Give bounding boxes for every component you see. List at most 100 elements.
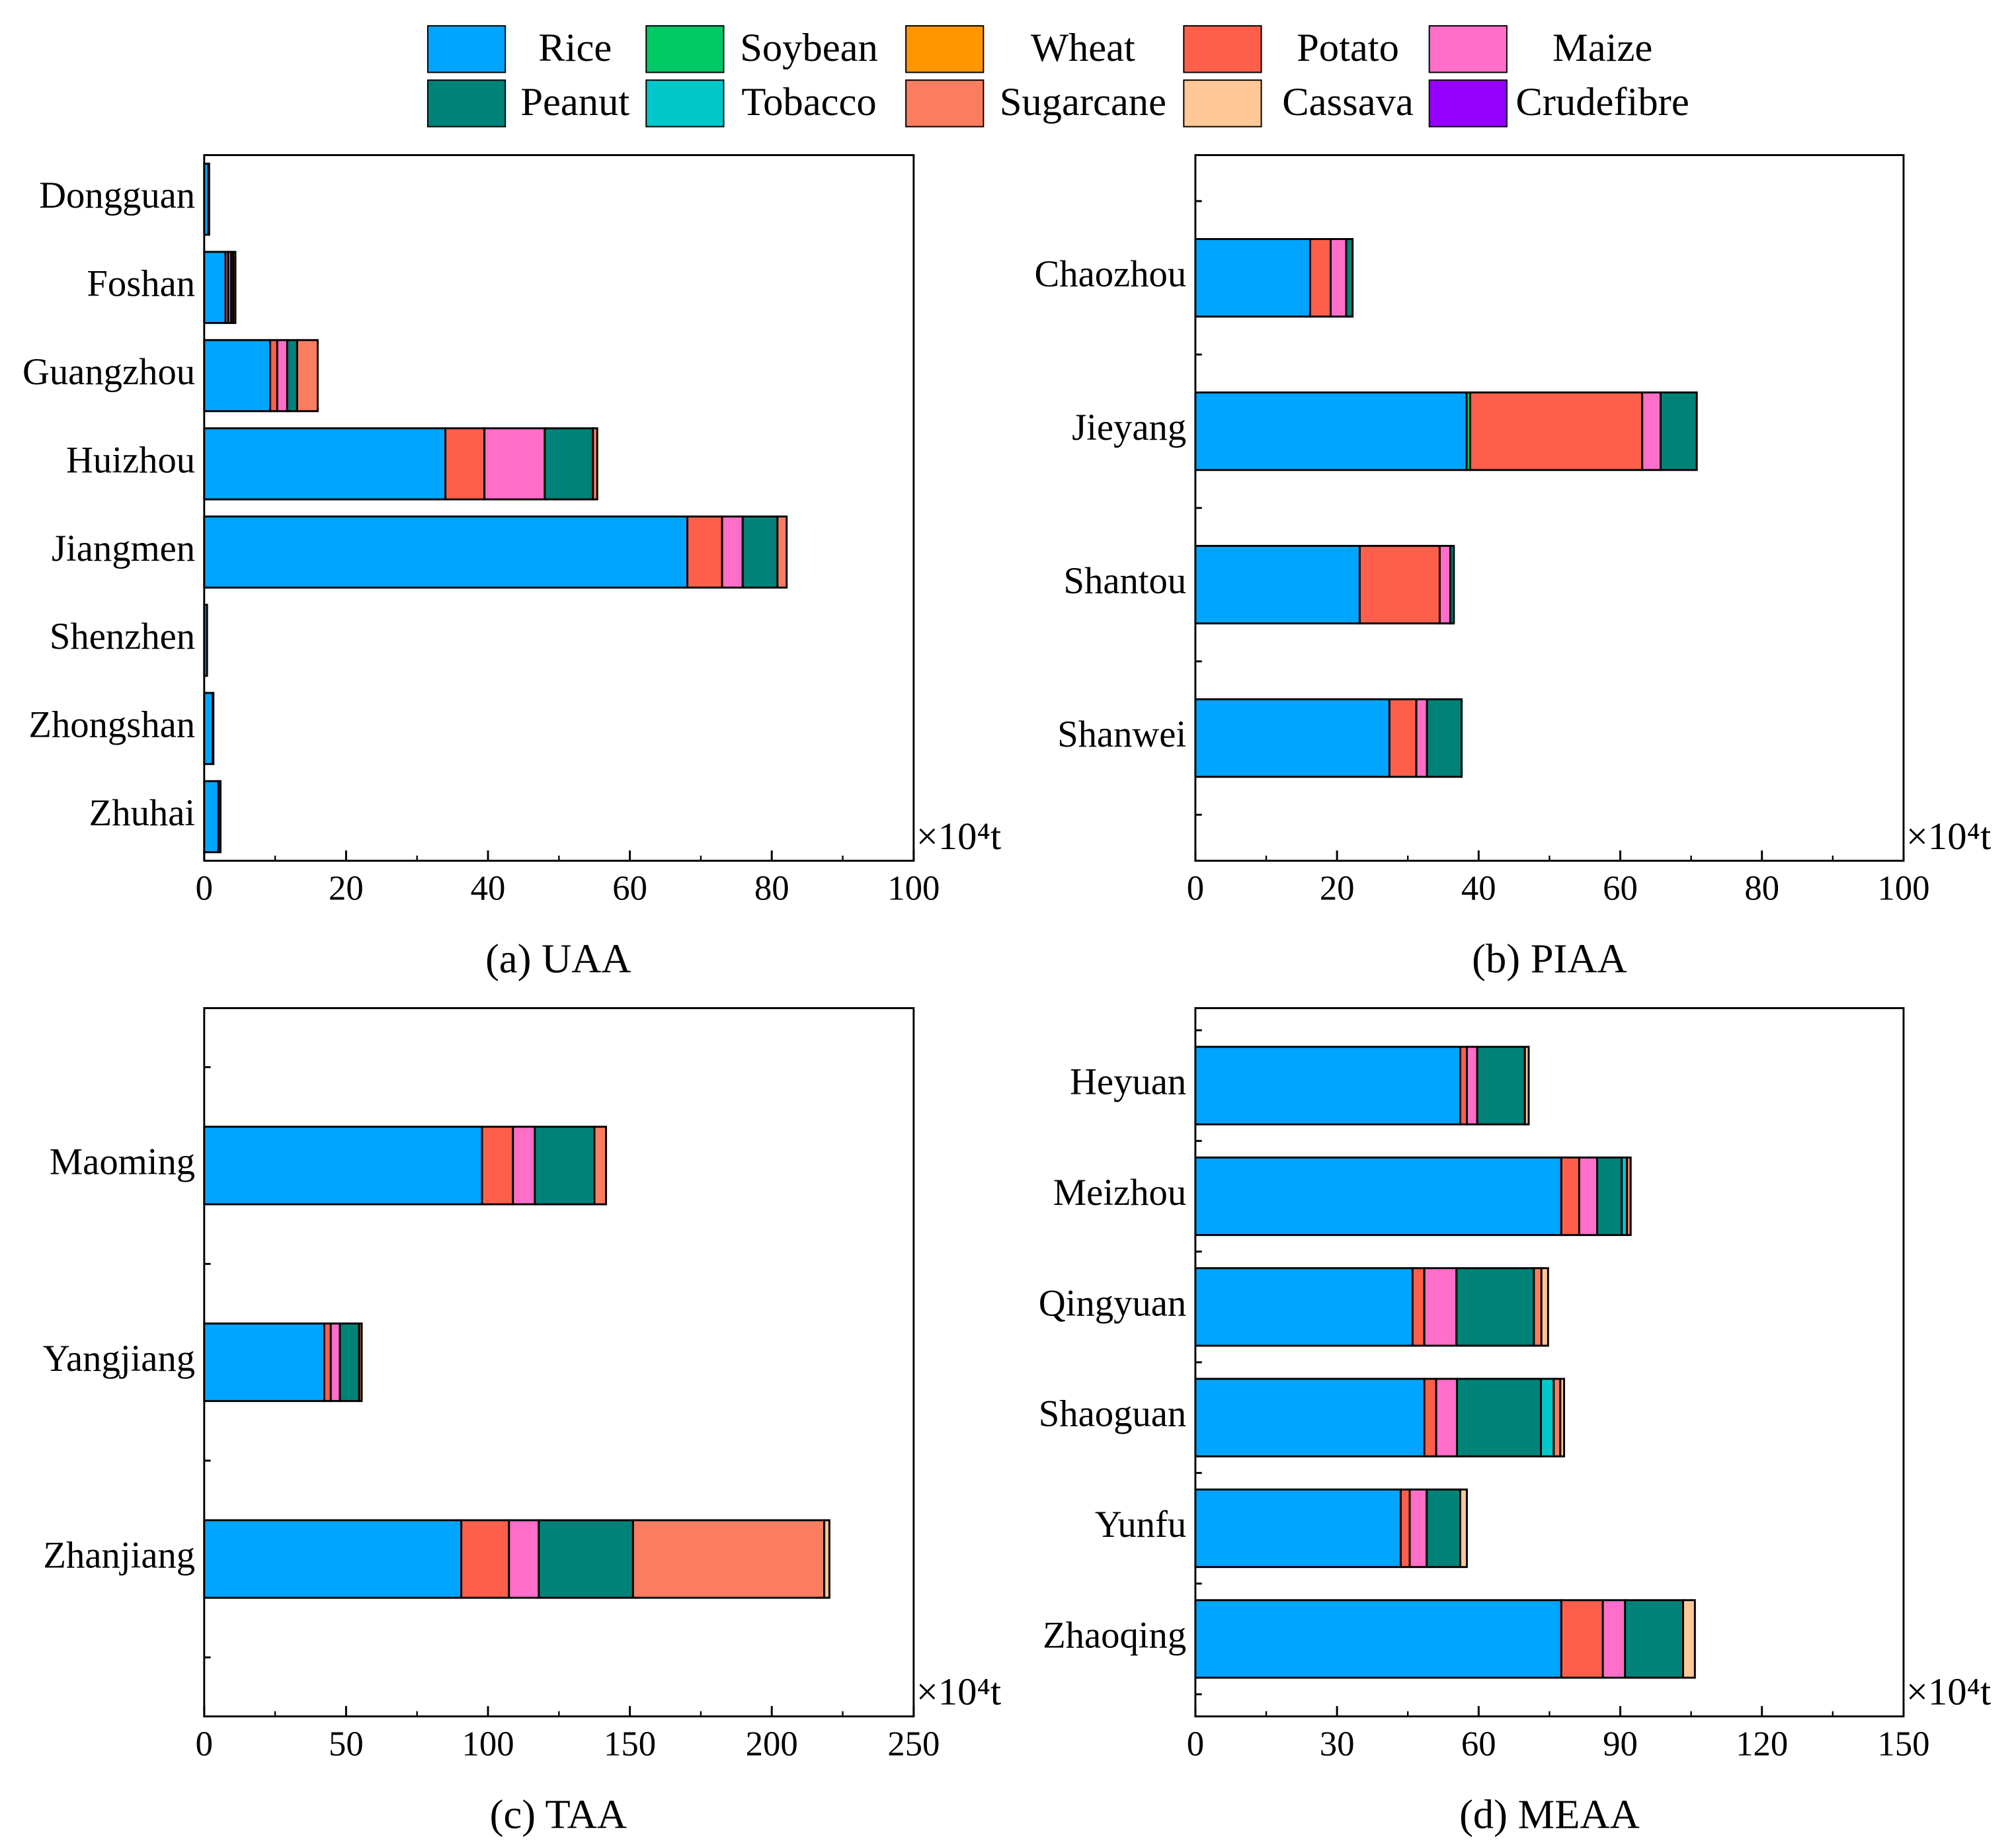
x-tick-label: 0 xyxy=(1187,870,1204,908)
bar-segment xyxy=(1400,1488,1411,1569)
bar-segment xyxy=(358,1322,363,1403)
bar-segment xyxy=(203,339,272,413)
bar-segment xyxy=(203,1126,483,1206)
bar-segment xyxy=(1540,1267,1549,1347)
x-tick-label: 50 xyxy=(329,1725,364,1764)
bar-segment xyxy=(276,339,288,413)
bar-segment xyxy=(1194,1488,1402,1569)
bar-segment xyxy=(1596,1156,1623,1237)
legend-label: Potato xyxy=(1297,26,1399,70)
x-tick-label: 0 xyxy=(196,870,213,908)
x-tick-label: 150 xyxy=(1877,1725,1929,1764)
bar-segment xyxy=(1459,1046,1468,1126)
bar-segment xyxy=(323,1322,332,1403)
legend-label: Soybean xyxy=(740,26,878,70)
y-tick-label: Shanwei xyxy=(1057,714,1186,755)
bar-segment xyxy=(1540,1377,1555,1457)
bar-segment xyxy=(512,1126,536,1206)
x-tick-label: 40 xyxy=(471,870,506,908)
bar-segment xyxy=(1194,1377,1426,1457)
bar-segment xyxy=(1552,1377,1562,1457)
panel-caption: (d) MEAA xyxy=(1459,1791,1640,1837)
y-tick-label: Heyuan xyxy=(1070,1062,1186,1103)
x-tick-label: 20 xyxy=(1320,870,1355,908)
legend-swatch xyxy=(645,25,725,73)
bar-segment xyxy=(741,515,779,589)
y-tick-label: Yunfu xyxy=(1095,1504,1187,1545)
bar-segment xyxy=(686,515,723,589)
bar-segment xyxy=(296,339,319,413)
legend-label: Tobacco xyxy=(741,80,876,124)
legend-label: Maize xyxy=(1552,26,1652,70)
bar-segment xyxy=(203,427,447,501)
legend-label: Cassava xyxy=(1282,80,1414,124)
bar-segment xyxy=(1411,1267,1426,1347)
x-tick-label: 60 xyxy=(1461,1725,1496,1764)
bar-segment xyxy=(1194,238,1311,318)
bar-segment xyxy=(1408,1488,1428,1569)
y-tick-label: Qingyuan xyxy=(1039,1283,1186,1324)
legend-label: Crudefibre xyxy=(1515,80,1689,124)
bar-segment xyxy=(212,692,215,765)
bar-segment xyxy=(1435,1377,1458,1457)
bar-segment xyxy=(483,427,546,501)
bar-segment xyxy=(1523,1046,1530,1126)
bar-segment xyxy=(1660,391,1698,472)
panel-caption: (a) UAA xyxy=(485,935,631,981)
legend-swatch xyxy=(426,79,506,128)
bar-segment xyxy=(534,1126,596,1206)
bar-segment xyxy=(1388,698,1418,778)
bar-segment xyxy=(1459,1488,1468,1569)
bar-segment xyxy=(329,1322,341,1403)
x-tick-label: 0 xyxy=(1187,1725,1204,1764)
y-tick-label: Meizhou xyxy=(1053,1172,1186,1213)
bar-segment xyxy=(1578,1156,1599,1237)
x-tick-label: 200 xyxy=(746,1725,798,1764)
legend-label: Rice xyxy=(538,26,612,70)
x-tick-label: 100 xyxy=(887,870,940,908)
x-tick-label: 100 xyxy=(462,1725,514,1764)
y-tick-label: Shantou xyxy=(1063,561,1186,602)
bar-segment xyxy=(1465,1046,1478,1126)
x-tick-label: 80 xyxy=(754,870,789,908)
y-tick-label: Zhaoqing xyxy=(1043,1615,1186,1656)
bar-segment xyxy=(286,339,298,413)
bar-segment xyxy=(203,692,214,765)
y-tick-label: Huizhou xyxy=(66,440,195,481)
y-tick-label: Maoming xyxy=(50,1141,195,1182)
x-tick-label: 150 xyxy=(604,1725,656,1764)
bar-segment xyxy=(1626,1156,1632,1237)
bar-segment xyxy=(203,251,227,324)
unit-label: ×10⁴t xyxy=(916,1670,1001,1713)
unit-label: ×10⁴t xyxy=(1906,1670,1991,1713)
bar-segment xyxy=(1426,698,1463,778)
legend-label: Peanut xyxy=(520,80,629,124)
bar-segment xyxy=(207,163,210,236)
legend-swatch xyxy=(905,25,985,73)
bar-segment xyxy=(1309,238,1332,318)
legend-swatch xyxy=(1428,79,1508,128)
legend-swatch xyxy=(645,79,725,128)
bar-segment xyxy=(1469,391,1644,472)
bar-segment xyxy=(631,1519,826,1599)
bar-segment xyxy=(1456,1377,1543,1457)
x-tick-label: 120 xyxy=(1736,1725,1788,1764)
bar-segment xyxy=(1641,391,1662,472)
y-tick-label: Chaozhou xyxy=(1034,254,1186,295)
y-tick-label: Shaoguan xyxy=(1039,1394,1186,1435)
bar-segment xyxy=(203,603,208,677)
y-tick-label: Jieyang xyxy=(1072,407,1186,448)
y-tick-label: Zhuhai xyxy=(89,793,195,834)
bar-segment xyxy=(1415,698,1428,778)
legend-label: Wheat xyxy=(1031,26,1135,70)
bar-segment xyxy=(1194,544,1361,625)
bar-segment xyxy=(460,1519,510,1599)
x-tick-label: 90 xyxy=(1603,1725,1638,1764)
bar-segment xyxy=(1423,1267,1458,1347)
bar-segment xyxy=(1194,698,1391,778)
y-tick-label: Yangjiang xyxy=(43,1338,195,1379)
bar-segment xyxy=(203,515,689,589)
bar-segment xyxy=(776,515,788,589)
